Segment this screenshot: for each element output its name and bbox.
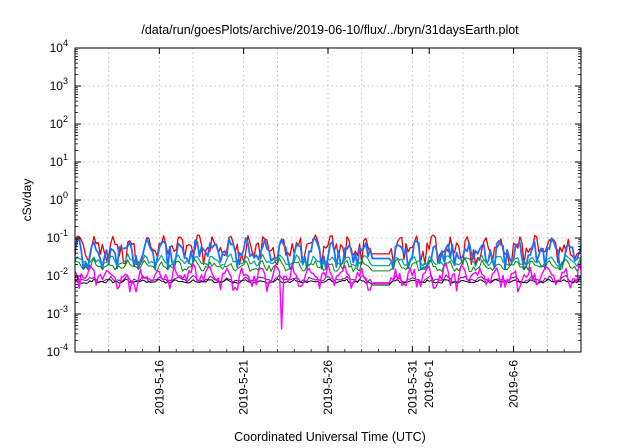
series-line bbox=[74, 262, 582, 330]
series-line bbox=[74, 278, 582, 286]
y-tick-label: 10-3 bbox=[47, 304, 68, 321]
x-tick-label: 2019-6-6 bbox=[507, 360, 521, 408]
y-tick-label: 104 bbox=[50, 38, 68, 55]
series-line bbox=[74, 274, 582, 284]
series-line bbox=[74, 237, 582, 270]
y-tick-label: 10-1 bbox=[47, 228, 68, 245]
x-tick-label: 2019-5-26 bbox=[321, 360, 335, 415]
y-tick-label: 100 bbox=[50, 190, 68, 207]
x-tick-label: 2019-6-1 bbox=[422, 360, 436, 408]
series-line bbox=[74, 253, 582, 267]
series-layer bbox=[74, 234, 582, 330]
y-tick-label: 103 bbox=[50, 76, 68, 93]
chart-title: /data/run/goesPlots/archive/2019-06-10/f… bbox=[141, 23, 519, 37]
y-tick-label: 10-4 bbox=[47, 342, 68, 359]
x-tick-label: 2019-5-16 bbox=[152, 360, 166, 415]
y-axis-label: cSv/day bbox=[20, 179, 34, 222]
y-tick-label: 101 bbox=[50, 152, 68, 169]
ticks: 10-4 10-3 10-2 10-1 100 101 102 103 104 2019-5-16… bbox=[47, 38, 582, 415]
y-tick-label: 10-2 bbox=[47, 266, 68, 283]
y-tick-label: 102 bbox=[50, 114, 68, 131]
x-tick-label: 2019-5-21 bbox=[237, 360, 251, 415]
x-axis-label: Coordinated Universal Time (UTC) bbox=[234, 430, 426, 444]
grid bbox=[75, 48, 581, 352]
x-tick-label: 2019-5-31 bbox=[405, 360, 419, 415]
